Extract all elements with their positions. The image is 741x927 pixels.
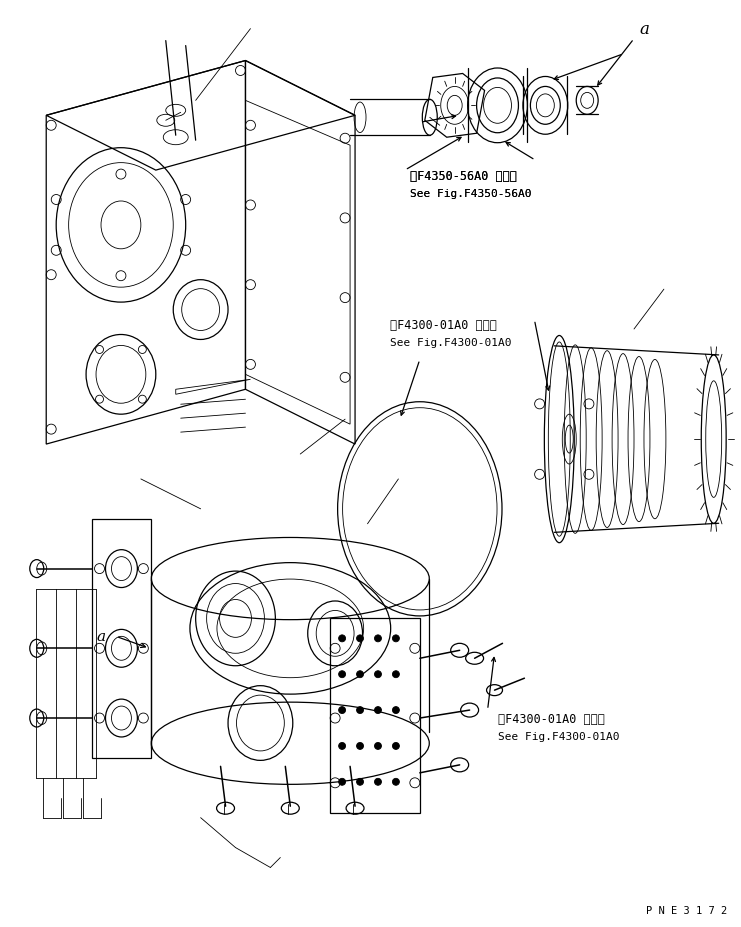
- Text: See Fig.F4350-56A0: See Fig.F4350-56A0: [410, 189, 531, 198]
- Circle shape: [356, 779, 364, 785]
- Text: See Fig.F4300-01A0: See Fig.F4300-01A0: [390, 338, 511, 348]
- Circle shape: [356, 635, 364, 642]
- Circle shape: [339, 779, 345, 785]
- Text: P N E 3 1 7 2: P N E 3 1 7 2: [646, 906, 728, 915]
- Circle shape: [339, 706, 345, 714]
- Text: See Fig.F4350-56A0: See Fig.F4350-56A0: [410, 189, 531, 198]
- Circle shape: [374, 671, 382, 678]
- Circle shape: [374, 779, 382, 785]
- Circle shape: [393, 779, 399, 785]
- Circle shape: [374, 635, 382, 642]
- Circle shape: [339, 671, 345, 678]
- Bar: [92, 519, 151, 758]
- Circle shape: [374, 706, 382, 714]
- Text: a: a: [639, 21, 649, 38]
- Circle shape: [393, 743, 399, 750]
- Text: a: a: [96, 629, 105, 643]
- Circle shape: [393, 671, 399, 678]
- Text: 第F4300-01A0 図参照: 第F4300-01A0 図参照: [497, 712, 605, 725]
- Circle shape: [393, 706, 399, 714]
- Circle shape: [356, 743, 364, 750]
- Circle shape: [339, 635, 345, 642]
- Circle shape: [356, 671, 364, 678]
- Circle shape: [339, 743, 345, 750]
- Circle shape: [374, 743, 382, 750]
- Circle shape: [356, 706, 364, 714]
- Text: See Fig.F4300-01A0: See Fig.F4300-01A0: [497, 731, 619, 742]
- Text: 第F4350-56A0 図参照: 第F4350-56A0 図参照: [410, 170, 516, 183]
- Text: 第F4300-01A0 図参照: 第F4300-01A0 図参照: [390, 319, 496, 332]
- Bar: [330, 618, 420, 813]
- Circle shape: [393, 635, 399, 642]
- Text: 第F4350-56A0 図参照: 第F4350-56A0 図参照: [410, 170, 516, 183]
